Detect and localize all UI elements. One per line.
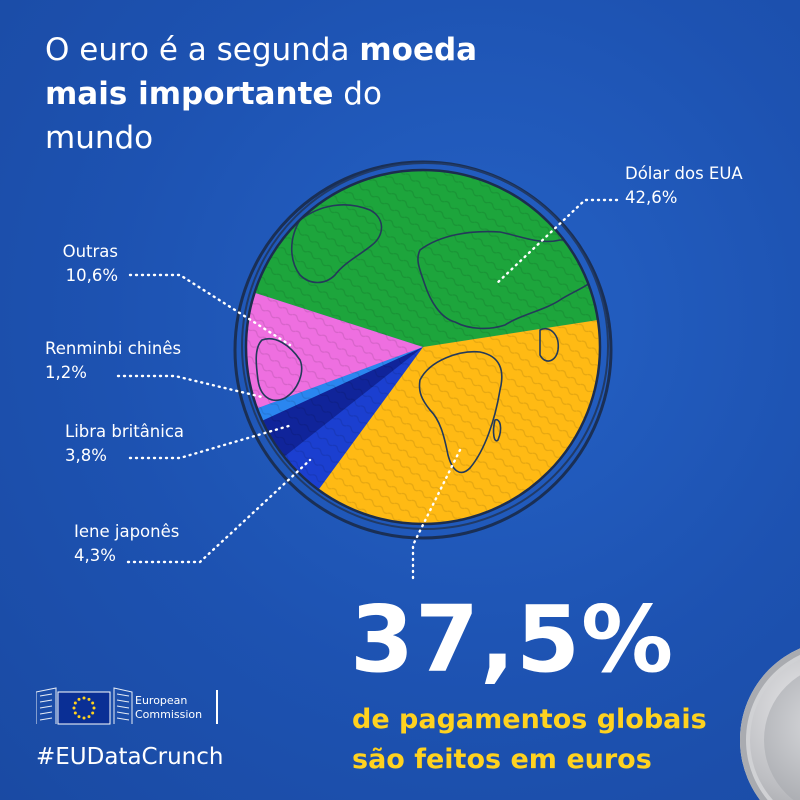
label-cny: Renminbi chinês 1,2% <box>45 337 181 385</box>
logo-text: European Commission <box>135 694 202 722</box>
eu-star-icon <box>77 715 81 719</box>
headline-part1: O euro é a segunda <box>45 32 360 68</box>
eu-star-icon <box>87 715 91 719</box>
logo-line-2: Commission <box>135 708 203 721</box>
leader-other <box>128 273 292 347</box>
label-cny-value: 1,2% <box>45 363 87 382</box>
eu-star-icon <box>91 701 95 705</box>
leader-usd <box>493 198 619 287</box>
eu-star-icon <box>73 711 77 715</box>
eu-star-icon <box>82 696 86 700</box>
label-other-name: Outras <box>62 242 118 261</box>
caption-line-2: são feitos em euros <box>352 744 652 775</box>
headline: O euro é a segunda moeda mais importante… <box>45 28 525 160</box>
euro-share-number: 37,5% <box>350 586 675 693</box>
headline-part2: do <box>333 76 382 112</box>
eu-star-icon <box>73 701 77 705</box>
eu-star-icon <box>82 716 86 720</box>
eu-star-icon <box>72 706 76 710</box>
european-commission-logo-icon <box>36 687 133 725</box>
leader-lines <box>116 198 619 580</box>
logo-divider <box>216 690 218 724</box>
label-usd: Dólar dos EUA 42,6% <box>625 162 743 210</box>
leader-jpy <box>126 458 312 564</box>
euro-share-caption: de pagamentos globais são feitos em euro… <box>352 700 707 780</box>
label-other: Outras 10,6% <box>40 240 118 288</box>
caption-line-1: de pagamentos globais <box>352 704 707 735</box>
label-jpy: Iene japonês 4,3% <box>74 520 179 568</box>
eu-star-icon <box>91 711 95 715</box>
label-gbp-value: 3,8% <box>65 446 107 465</box>
logo-line-1: European <box>135 694 188 707</box>
headline-bold1: moeda <box>359 32 478 68</box>
pie-ring-inner <box>241 162 609 530</box>
pie-ring-outer <box>233 160 613 540</box>
hashtag: #EUDataCrunch <box>36 744 224 770</box>
eu-star-icon <box>77 697 81 701</box>
label-usd-name: Dólar dos EUA <box>625 164 743 183</box>
pie-border <box>244 168 602 526</box>
eu-star-icon <box>92 706 96 710</box>
label-jpy-value: 4,3% <box>74 546 116 565</box>
label-usd-value: 42,6% <box>625 188 678 207</box>
leader-eur <box>411 448 462 580</box>
world-map-outline <box>255 204 600 474</box>
label-gbp-name: Libra britânica <box>65 422 185 441</box>
label-cny-name: Renminbi chinês <box>45 339 182 358</box>
headline-part3: mundo <box>45 120 154 156</box>
label-gbp: Libra britânica 3,8% <box>65 420 184 468</box>
leader-cny <box>116 374 264 399</box>
label-other-value: 10,6% <box>65 266 118 285</box>
leader-gbp <box>128 423 294 460</box>
headline-bold2: mais importante <box>45 76 334 112</box>
eu-star-icon <box>87 697 91 701</box>
label-jpy-name: Iene japonês <box>74 522 180 541</box>
